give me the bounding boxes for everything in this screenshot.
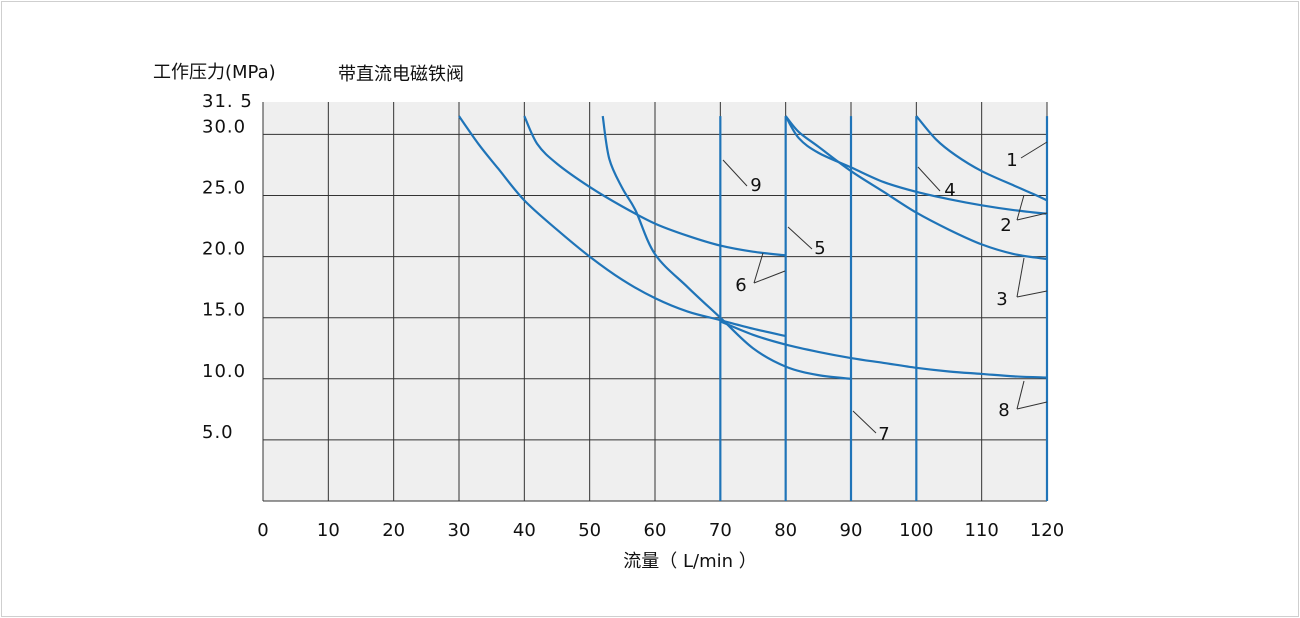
y-tick-labels: 5.0 10.0 15.0 20.0 25.0 30.0 31. 5: [202, 91, 253, 443]
leader-line-7: [852, 410, 877, 434]
y-tick-label: 25.0: [202, 178, 246, 199]
x-tick-label: 60: [644, 520, 667, 541]
curve-3: [784, 115, 1048, 261]
x-tick-label: 10: [317, 520, 340, 541]
leader-line-2: [1016, 194, 1025, 221]
x-tick-label: 0: [257, 520, 268, 541]
curve-labels: 1 2 3 4 5 6 7 8 9: [735, 150, 1017, 445]
x-axis-title: 流量（ L/min ）: [623, 551, 756, 572]
x-tick-label: 50: [578, 520, 601, 541]
y-tick-label: 30.0: [202, 116, 246, 137]
x-tick-label: 70: [709, 520, 732, 541]
leader-line-5: [787, 226, 813, 250]
x-tick-label: 20: [382, 520, 405, 541]
curve-1: [915, 115, 1048, 202]
y-axis-title: 工作压力(MPa): [153, 62, 276, 83]
x-tick-label: 100: [899, 520, 933, 541]
leader-line-3: [1016, 290, 1048, 298]
leader-line-8: [1016, 380, 1025, 410]
y-tick-label: 31. 5: [202, 91, 253, 112]
curve-8: [719, 320, 1048, 379]
x-tick-label: 40: [513, 520, 536, 541]
leader-line-3: [1016, 257, 1025, 298]
x-tick-label: 30: [448, 520, 471, 541]
y-tick-label: 10.0: [202, 361, 246, 382]
leader-lines: [722, 141, 1048, 434]
x-tick-label: 110: [964, 520, 998, 541]
curve-label-2: 2: [1000, 215, 1011, 236]
curve-label-9: 9: [750, 175, 761, 196]
curve-label-8: 8: [998, 400, 1009, 421]
y-tick-label: 15.0: [202, 300, 246, 321]
x-tick-labels: 0 10 20 30 40 50 60 70 80 90 100 110 120: [257, 520, 1064, 541]
leader-line-9: [722, 159, 748, 187]
leader-line-6: [753, 252, 764, 284]
curve-label-6: 6: [735, 275, 746, 296]
x-tick-label: 90: [840, 520, 863, 541]
curve-label-4: 4: [944, 180, 955, 201]
curve-label-3: 3: [996, 289, 1007, 310]
x-tick-label: 80: [774, 520, 797, 541]
leader-line-2: [1016, 212, 1048, 221]
y-tick-label: 20.0: [202, 239, 246, 260]
curve-label-5: 5: [814, 238, 825, 259]
curve-7: [601, 115, 852, 380]
leader-line-4: [917, 166, 941, 192]
x-tick-label: 120: [1030, 520, 1064, 541]
leader-line-8: [1016, 401, 1048, 410]
curve-label-1: 1: [1006, 150, 1017, 171]
curve-2: [784, 115, 1048, 215]
y-tick-label: 5.0: [202, 422, 234, 443]
curve-label-7: 7: [878, 424, 889, 445]
curves: [458, 115, 1049, 501]
chart-title: 带直流电磁铁阀: [338, 64, 464, 85]
leader-line-1: [1020, 141, 1048, 159]
leader-line-6: [753, 270, 786, 284]
